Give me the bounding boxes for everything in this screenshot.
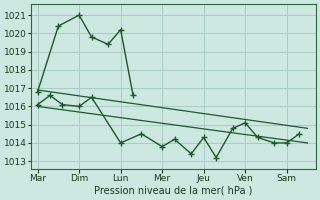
X-axis label: Pression niveau de la mer( hPa ): Pression niveau de la mer( hPa ) [94,186,253,196]
